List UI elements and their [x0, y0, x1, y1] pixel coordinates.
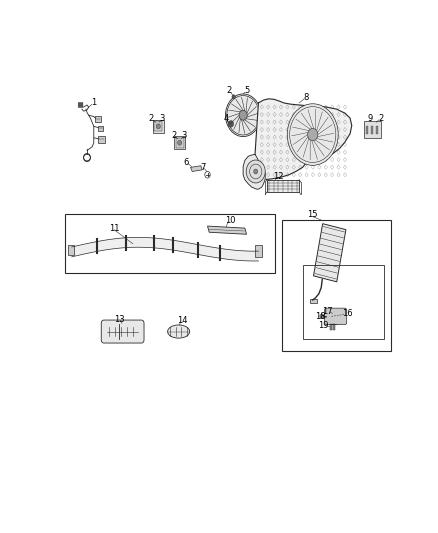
Bar: [371, 125, 373, 134]
Polygon shape: [208, 226, 247, 235]
Circle shape: [254, 169, 258, 174]
FancyBboxPatch shape: [101, 320, 144, 343]
Bar: [174, 136, 185, 149]
Text: 4: 4: [223, 115, 229, 124]
Text: 12: 12: [274, 172, 284, 181]
Polygon shape: [267, 180, 299, 192]
Text: 2: 2: [171, 131, 176, 140]
Text: 2: 2: [226, 86, 232, 95]
Text: 17: 17: [321, 307, 332, 316]
Ellipse shape: [168, 325, 190, 338]
Text: 2: 2: [378, 114, 383, 123]
Bar: [176, 138, 184, 148]
Bar: [303, 265, 384, 339]
Text: 8: 8: [303, 93, 309, 102]
Circle shape: [228, 120, 233, 127]
Circle shape: [320, 314, 324, 319]
Circle shape: [246, 160, 265, 183]
Text: 16: 16: [343, 309, 353, 318]
Polygon shape: [191, 166, 202, 172]
Bar: [333, 324, 335, 330]
Text: 1: 1: [91, 99, 96, 108]
Text: 19: 19: [318, 321, 328, 330]
Bar: [95, 116, 101, 122]
Text: 18: 18: [315, 312, 325, 321]
FancyBboxPatch shape: [78, 102, 83, 108]
Bar: [98, 126, 103, 131]
Circle shape: [156, 124, 160, 129]
Bar: [376, 125, 378, 134]
Bar: [282, 220, 391, 351]
Circle shape: [232, 95, 235, 99]
Bar: [310, 298, 318, 303]
Bar: [68, 245, 74, 255]
Polygon shape: [250, 99, 352, 180]
Text: 10: 10: [225, 216, 236, 225]
Bar: [255, 245, 262, 257]
Polygon shape: [243, 154, 265, 189]
Bar: [364, 122, 381, 138]
Circle shape: [239, 110, 247, 120]
Bar: [65, 214, 276, 273]
Circle shape: [178, 140, 182, 145]
Circle shape: [307, 128, 318, 141]
Text: 6: 6: [184, 158, 189, 167]
Text: 7: 7: [201, 163, 206, 172]
Circle shape: [287, 104, 338, 165]
Text: 13: 13: [114, 314, 124, 324]
Text: 9: 9: [367, 114, 372, 123]
Bar: [154, 122, 162, 131]
FancyBboxPatch shape: [325, 308, 347, 325]
Bar: [153, 120, 164, 133]
Bar: [330, 324, 332, 330]
Text: 5: 5: [244, 86, 249, 95]
Text: 2: 2: [149, 114, 154, 123]
Text: 3: 3: [159, 114, 164, 123]
Text: 14: 14: [177, 316, 187, 325]
Text: 15: 15: [307, 211, 318, 220]
Bar: [98, 136, 105, 143]
Polygon shape: [72, 237, 258, 261]
Polygon shape: [314, 224, 346, 282]
Circle shape: [226, 94, 261, 136]
Text: 3: 3: [181, 131, 187, 140]
Bar: [366, 125, 368, 134]
Text: 11: 11: [109, 224, 120, 232]
